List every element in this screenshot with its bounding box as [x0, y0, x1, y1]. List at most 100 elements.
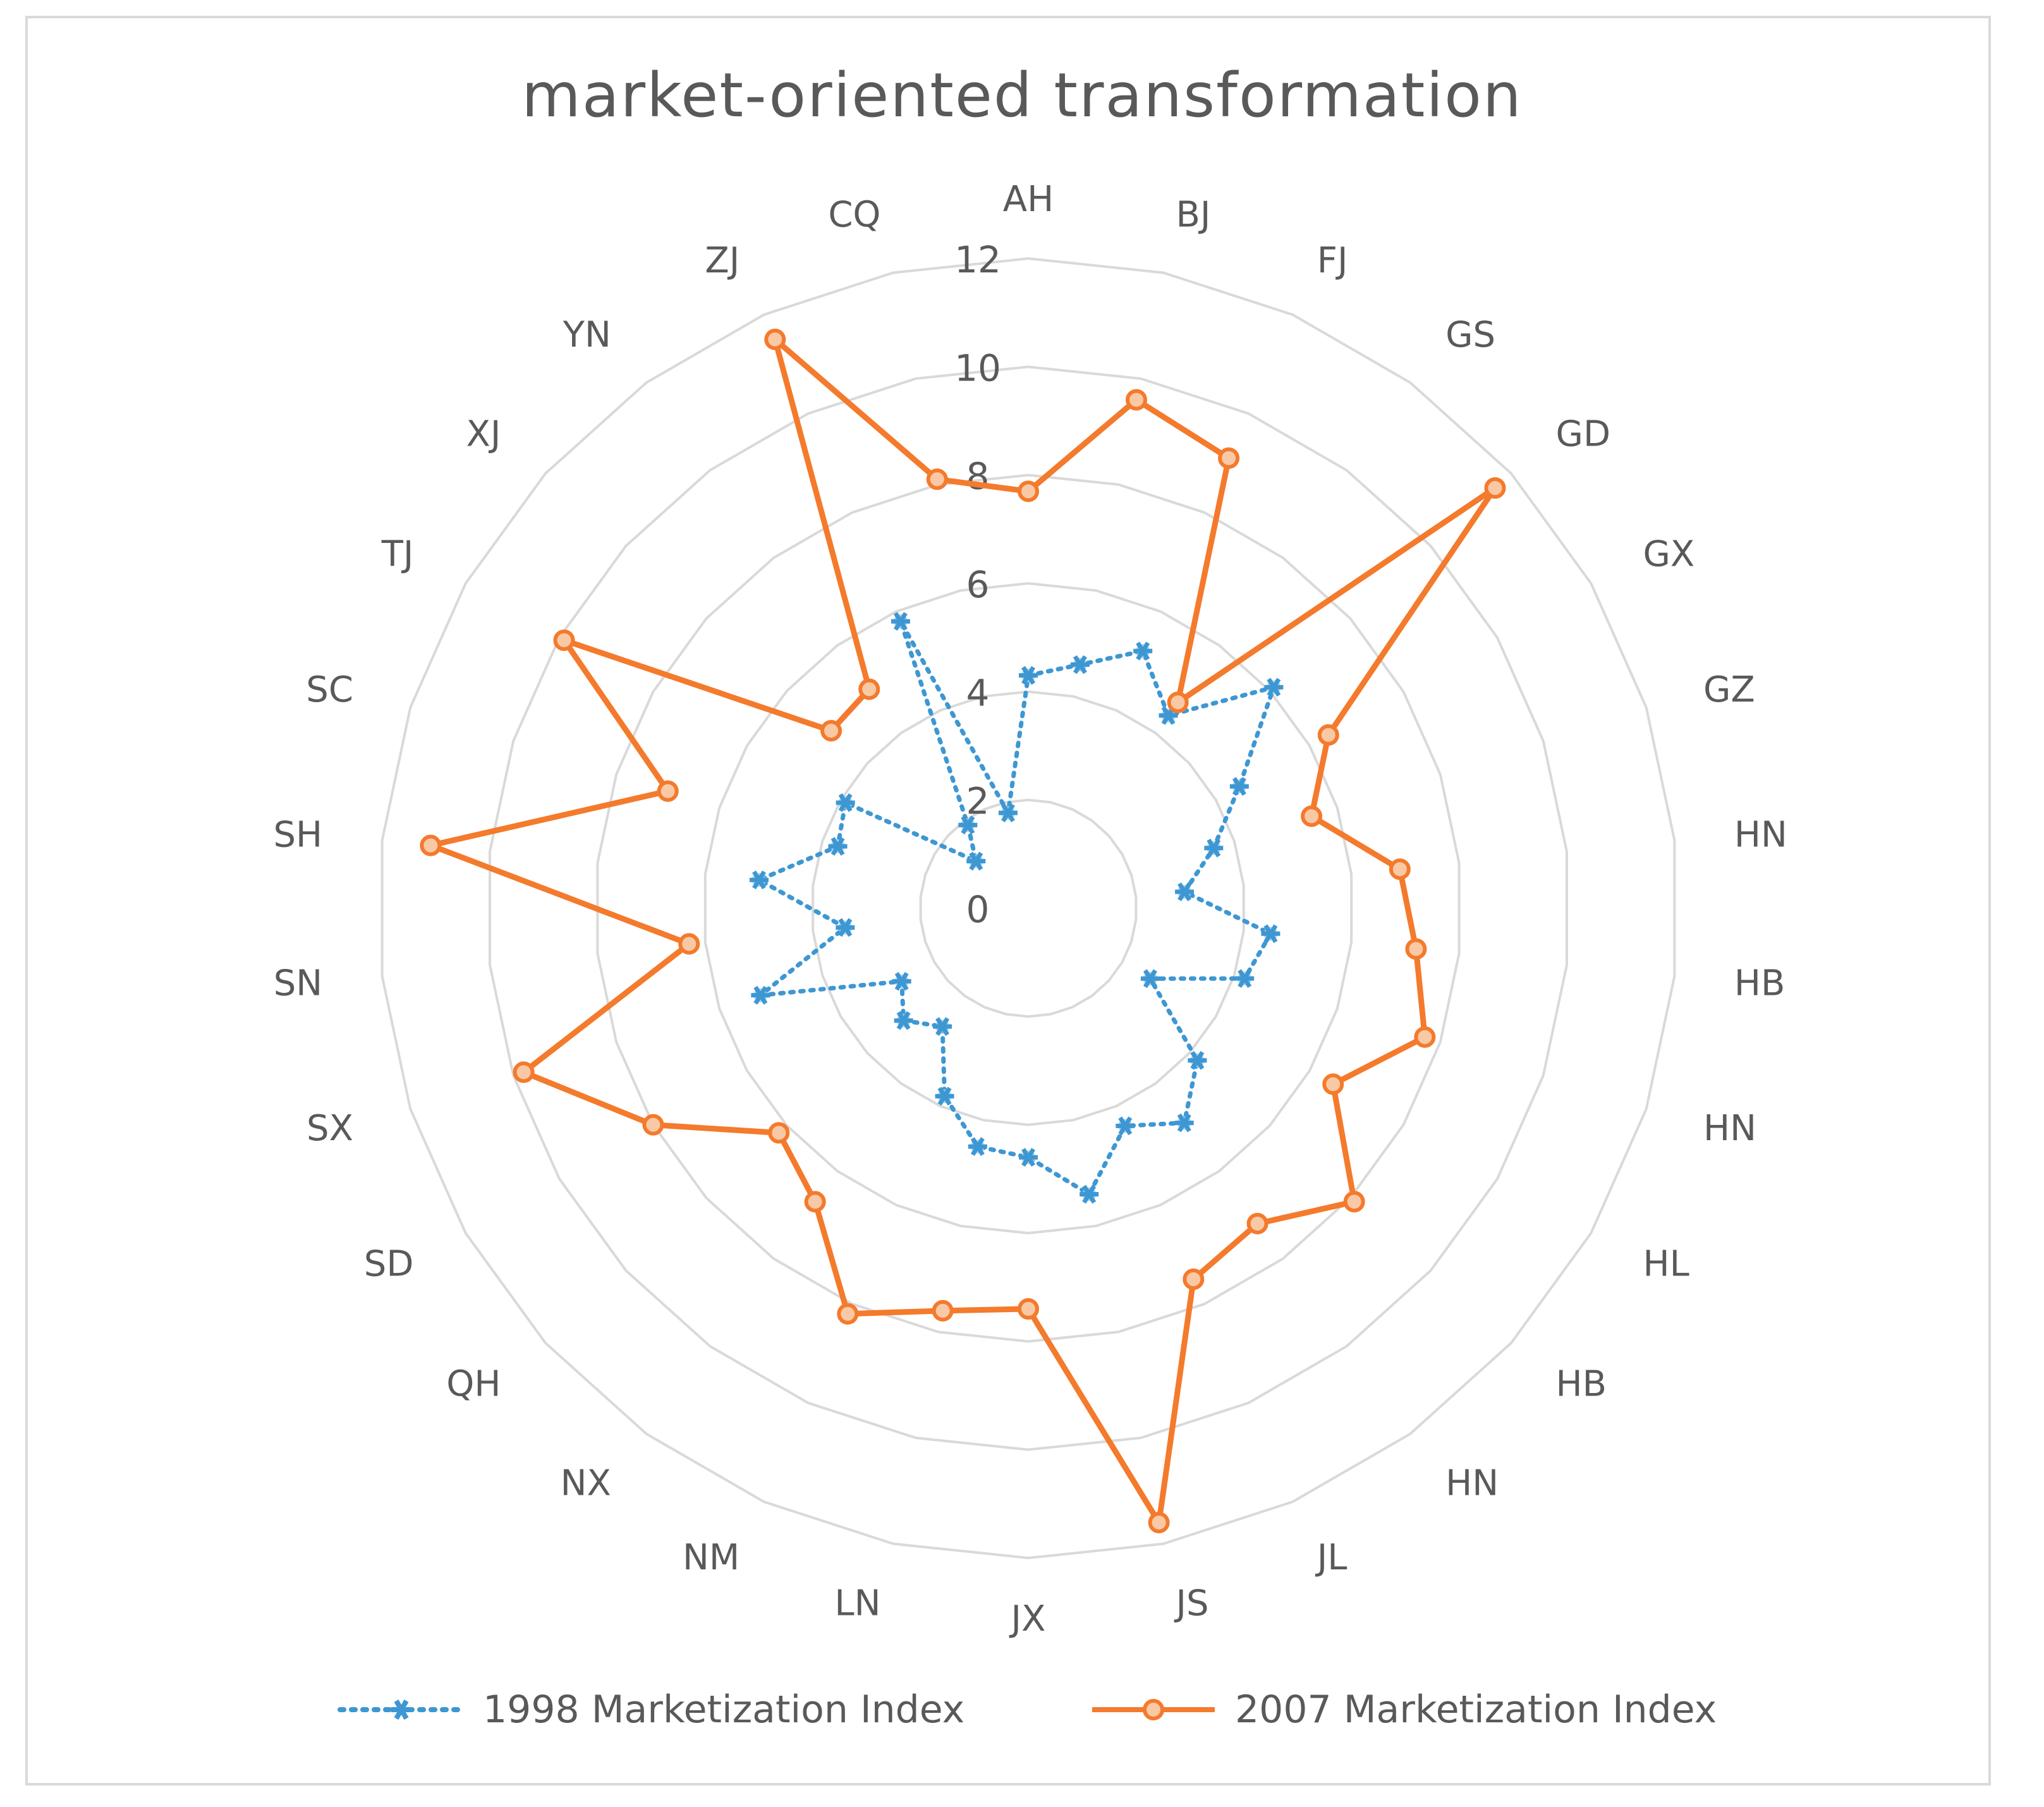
category-label: XJ	[466, 414, 501, 455]
data-point	[1018, 480, 1039, 502]
data-point	[1125, 389, 1147, 411]
data-point	[1389, 858, 1411, 880]
data-point	[750, 870, 769, 890]
radial-tick-label: 6	[966, 563, 990, 606]
category-label: HB	[1734, 963, 1785, 1004]
data-point	[1405, 938, 1427, 960]
data-point	[1070, 655, 1090, 674]
data-point	[926, 468, 948, 490]
series-0	[750, 612, 1284, 1204]
category-label: JX	[1009, 1598, 1046, 1640]
category-label: FJ	[1317, 240, 1348, 281]
chart-title: market-oriented transformation	[521, 60, 1523, 131]
chart-frame	[25, 16, 1991, 1786]
series-1	[420, 329, 1506, 1534]
category-label: HN	[1734, 815, 1787, 856]
category-label: HN	[1445, 1463, 1499, 1504]
category-label: QH	[446, 1363, 501, 1404]
data-point	[1343, 1191, 1365, 1213]
data-point	[836, 918, 855, 937]
data-point	[1264, 678, 1284, 697]
data-point	[1174, 1113, 1194, 1133]
legend-marker-1998	[338, 1700, 465, 1720]
data-point	[828, 837, 848, 856]
radial-tick-label: 8	[966, 455, 990, 498]
category-label: HL	[1643, 1244, 1689, 1285]
data-point	[1246, 1213, 1268, 1235]
data-point	[958, 815, 978, 835]
data-point	[1167, 691, 1189, 714]
category-label: SD	[364, 1244, 414, 1285]
data-point	[836, 793, 855, 812]
category-label: HN	[1703, 1108, 1756, 1149]
data-point	[804, 1191, 826, 1213]
category-label: SN	[274, 963, 322, 1004]
radial-tick-label: 0	[966, 888, 990, 931]
data-point	[820, 720, 843, 742]
category-label: BJ	[1176, 195, 1210, 236]
data-point	[1019, 666, 1038, 685]
data-point	[935, 1086, 954, 1106]
radar-grid	[380, 257, 1676, 1560]
category-label: YN	[563, 314, 611, 355]
data-point	[933, 1017, 952, 1036]
data-point	[657, 780, 679, 802]
data-point	[1229, 777, 1249, 796]
grid-ring	[703, 581, 1353, 1235]
data-point	[751, 985, 770, 1005]
data-point	[420, 834, 442, 856]
data-point	[1218, 447, 1240, 469]
data-point	[998, 803, 1018, 823]
data-point	[1261, 924, 1281, 944]
radial-tick-labels: 0 2 4 6 8 10 12	[954, 238, 1001, 931]
data-point	[513, 1061, 535, 1083]
legend-item-1998: 1998 Marketization Index	[335, 1681, 964, 1738]
data-point	[1018, 1298, 1039, 1320]
data-point	[1204, 838, 1224, 858]
category-label: JS	[1174, 1583, 1208, 1624]
legend-item-2007: 2007 Marketization Index	[1087, 1681, 1717, 1738]
category-label: SH	[273, 815, 322, 856]
category-label: SC	[306, 669, 353, 710]
data-point	[553, 629, 575, 651]
category-label: CQ	[828, 195, 880, 236]
data-point	[837, 1303, 859, 1325]
series-layer	[420, 329, 1506, 1534]
data-point	[1235, 969, 1255, 989]
legend-label-2007: 2007 Marketization Index	[1235, 1688, 1717, 1732]
data-point	[1188, 1050, 1207, 1070]
category-label: SX	[307, 1108, 353, 1149]
data-point	[1322, 1073, 1344, 1095]
data-point	[858, 678, 880, 700]
category-label: GZ	[1703, 669, 1755, 710]
data-point	[768, 1122, 790, 1144]
radial-tick-label: 2	[966, 780, 990, 823]
data-point	[966, 851, 986, 871]
data-point	[1159, 706, 1178, 725]
data-point	[1140, 969, 1160, 989]
category-label: NX	[561, 1463, 611, 1504]
category-label: LN	[834, 1583, 880, 1624]
category-label: TJ	[381, 534, 414, 575]
legend-label-1998: 1998 Marketization Index	[483, 1688, 965, 1732]
grid-ring	[919, 798, 1138, 1018]
data-point	[678, 933, 700, 955]
data-point	[764, 329, 786, 351]
data-point	[1317, 724, 1339, 746]
data-point	[1414, 1026, 1436, 1048]
series-line	[757, 619, 1276, 1196]
data-point	[1019, 1148, 1038, 1167]
data-point	[1116, 1116, 1135, 1136]
radial-tick-label: 12	[954, 238, 1001, 281]
data-point	[968, 1137, 987, 1156]
category-labels: AH BJ FJ GS GD GX GZ HN HB HN HL HB HN JL JS JX LN NM NX QH…	[273, 179, 1787, 1640]
category-label: AH	[1003, 179, 1054, 220]
category-label: GX	[1643, 534, 1695, 575]
data-point	[1183, 1268, 1205, 1290]
radial-tick-label: 10	[954, 346, 1001, 389]
grid-ring	[812, 690, 1245, 1126]
category-label: JL	[1315, 1537, 1347, 1578]
data-point	[932, 1299, 954, 1322]
data-point	[894, 1011, 913, 1030]
